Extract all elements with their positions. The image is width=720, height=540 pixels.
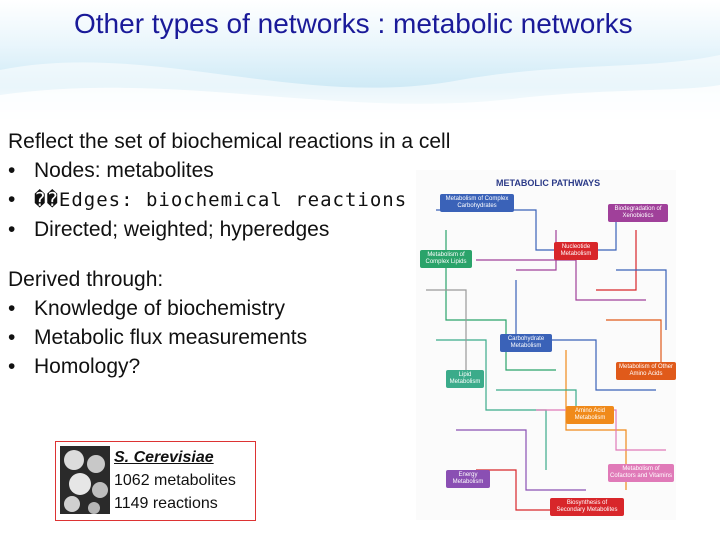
bullet-text: Homology? [34,355,141,378]
pathway-lines [426,209,667,511]
derived-section: Derived through: • Knowledge of biochemis… [8,265,307,381]
derived-heading: Derived through: [8,268,164,291]
module-complex-carbohydrates: Metabolism of Complex Carbohydrates [440,194,514,212]
bullet-dot: • [8,159,16,182]
bullet-dot: • [8,297,16,320]
intro-heading: Reflect the set of biochemical reactions… [8,130,451,153]
organism-name: S. Cerevisiae [114,449,214,466]
organism-stats: S. Cerevisiae 1062 metabolites 1149 reac… [114,446,236,515]
yeast-cells-image [60,446,110,514]
derived-bullet: • Metabolic flux measurements [8,323,307,352]
bullet-text: Directed; weighted; hyperedges [34,218,330,241]
intro-bullet: • Directed; weighted; hyperedges [8,215,450,244]
metabolite-count: 1062 metabolites [114,472,236,489]
yeast-cells-icon [64,450,108,514]
module-cofactors-vitamins: Metabolism of Cofactors and Vitamins [608,464,674,482]
organism-info-box: S. Cerevisiae 1062 metabolites 1149 reac… [55,441,256,521]
module-xenobiotics: Biodegradation of Xenobiotics [608,204,668,222]
bullet-dot: • [8,326,16,349]
bullet-dot: • [8,218,16,241]
derived-bullet: • Knowledge of biochemistry [8,294,307,323]
intro-bullet: • Nodes: metabolites [8,156,450,185]
module-amino-acid: Amino Acid Metabolism [566,406,614,424]
reaction-count: 1149 reactions [114,495,218,512]
header-wave-decoration [0,55,720,125]
module-complex-lipids: Metabolism of Complex Lipids [420,250,472,268]
bullet-text: ��Edges: biochemical reactions [34,189,408,211]
module-nucleotide: Nucleotide Metabolism [554,242,598,260]
module-other-amino-acids: Metabolism of Other Amino Acids [616,362,676,380]
module-lipid: Lipid Metabolism [446,370,484,388]
bullet-dot: • [8,188,16,211]
bullet-text: Knowledge of biochemistry [34,297,285,320]
bullet-text: Metabolic flux measurements [34,326,308,349]
module-secondary-metabolites: Biosynthesis of Secondary Metabolites [550,498,624,516]
bullet-text: Nodes: metabolites [34,159,214,182]
module-carbohydrate: Carbohydrate Metabolism [500,334,552,352]
pathway-map-title: METABOLIC PATHWAYS [496,178,601,188]
slide-title: Other types of networks : metabolic netw… [74,8,633,39]
module-energy: Energy Metabolism [446,470,490,488]
intro-bullet: • ��Edges: biochemical reactions [8,185,450,215]
intro-section: Reflect the set of biochemical reactions… [8,127,450,244]
bullet-dot: • [8,355,16,378]
derived-bullet: • Homology? [8,352,307,381]
metabolic-pathways-map: METABOLIC PATHWAYS Metabolism of Complex… [416,170,676,520]
